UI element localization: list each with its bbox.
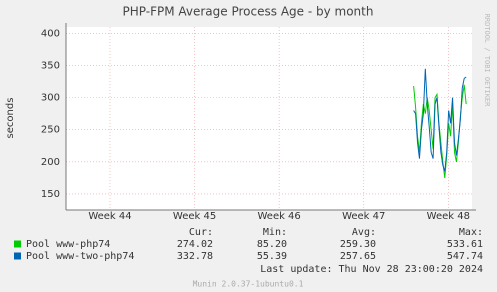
legend-stat: 55.39 — [257, 251, 287, 262]
legend-header: Avg: — [352, 227, 376, 238]
legend-label: Pool www-two-php74 — [26, 251, 134, 262]
legend-header: Min: — [263, 227, 287, 238]
x-tick-label: Week 44 — [88, 211, 131, 222]
legend-swatch — [14, 252, 21, 260]
legend-header: Max: — [459, 227, 483, 238]
x-tick-label: Week 46 — [257, 211, 300, 222]
y-tick-label: 200 — [41, 157, 60, 168]
legend-stat: 274.02 — [177, 239, 213, 250]
y-axis-label: seconds — [5, 98, 16, 139]
legend-stat: 533.61 — [447, 239, 483, 250]
legend-stat: 259.30 — [340, 239, 376, 250]
y-tick-label: 300 — [41, 93, 60, 104]
legend-swatch — [14, 240, 21, 248]
legend-stat: 85.20 — [257, 239, 287, 250]
x-tick-label: Week 45 — [173, 211, 216, 222]
legend-header: Cur: — [189, 227, 213, 238]
y-tick-label: 250 — [41, 125, 60, 136]
legend-stat: 547.74 — [447, 251, 483, 262]
y-tick-label: 150 — [41, 189, 60, 200]
side-text: RRDTOOL / TOBI OETIKER — [483, 14, 491, 108]
x-tick-label: Week 47 — [342, 211, 385, 222]
x-tick-label: Week 48 — [427, 211, 470, 222]
legend-stat: 257.65 — [340, 251, 376, 262]
legend-stat: 332.78 — [177, 251, 213, 262]
y-tick-label: 350 — [41, 61, 60, 72]
series-line — [413, 68, 467, 172]
legend-label: Pool www-php74 — [26, 239, 110, 250]
y-tick-label: 400 — [41, 28, 60, 39]
chart-title: PHP-FPM Average Process Age - by month — [123, 5, 374, 19]
plot-area — [66, 27, 472, 210]
last-update: Last update: Thu Nov 28 23:00:20 2024 — [260, 264, 483, 275]
footer: Munin 2.0.37-1ubuntu0.1 — [193, 280, 304, 289]
